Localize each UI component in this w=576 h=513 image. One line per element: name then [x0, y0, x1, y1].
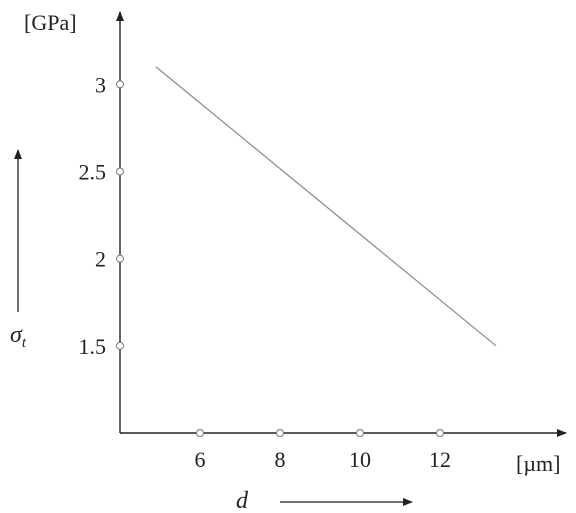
x-tick-label: 8	[275, 447, 286, 472]
y-axis-unit: [GPa]	[24, 10, 77, 35]
x-axis-symbol: d	[236, 488, 249, 513]
y-tick-label: 3	[95, 72, 106, 97]
y-tick-mark	[116, 254, 124, 263]
x-tick-label: 6	[195, 447, 206, 472]
y-tick-label: 2	[95, 247, 106, 272]
y-axis-symbol-subscript: t	[22, 335, 27, 351]
x-tick-mark	[196, 429, 204, 437]
y-tick-mark	[116, 167, 124, 176]
x-tick-label: 10	[349, 447, 371, 472]
tick-group: 6 8 10 12 1.5 2 2.5 3	[79, 72, 452, 472]
series-line	[155, 66, 497, 347]
y-tick-mark	[116, 80, 124, 89]
x-tick-mark	[356, 429, 364, 437]
x-tick-label: 12	[429, 447, 451, 472]
y-tick-label: 1.5	[79, 334, 107, 359]
y-axis-symbol-main: σ	[10, 322, 23, 348]
series-group	[155, 66, 497, 347]
x-axis-unit: [µm]	[516, 451, 560, 476]
y-tick-mark	[116, 341, 124, 350]
y-axis-symbol: σt	[10, 322, 27, 351]
x-tick-mark	[276, 429, 284, 437]
x-tick-mark	[436, 429, 444, 437]
y-tick-label: 2.5	[79, 159, 107, 184]
